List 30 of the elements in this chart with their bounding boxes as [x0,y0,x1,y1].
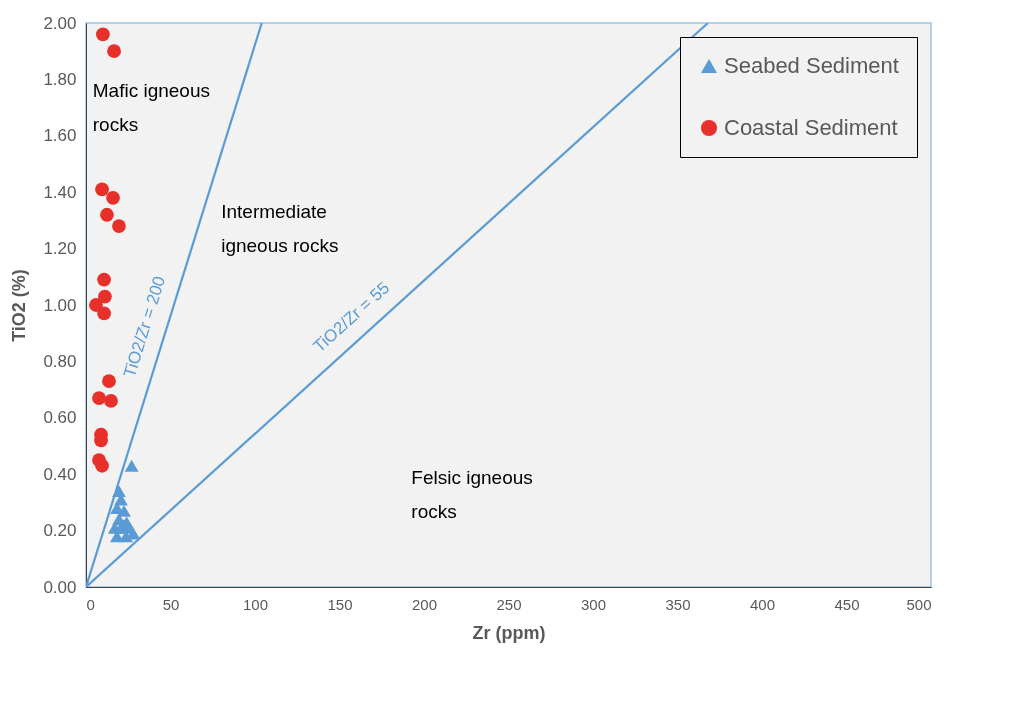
x-tick-label: 400 [749,595,776,613]
y-tick-label: 0.00 [43,577,77,597]
x-tick-label: 150 [327,595,353,613]
legend-label: Coastal Sediment [724,115,898,140]
y-tick-label: 2.00 [43,13,77,33]
x-tick-label: 500 [906,595,932,613]
y-tick-label: 0.20 [43,521,77,541]
x-tick-label: 0 [86,595,95,613]
x-tick-label: 350 [665,595,691,613]
x-tick-label: 100 [242,595,269,613]
annotation: Felsic igneous rocks [411,466,533,522]
annotation: Mafic igneous rocks [92,80,210,136]
text: TiO2/Zr = 200 [119,273,170,380]
y-tick-label: 1.00 [43,295,77,315]
y-tick-label: 1.20 [43,239,77,259]
y-tick-label: 0.80 [43,351,77,371]
y-axis-title: TiO2 (%) [9,269,30,342]
x-tick-label: 450 [834,595,860,613]
y-tick-label: 1.60 [43,126,77,146]
x-axis-title: Zr (ppm) [472,622,546,643]
y-tick-label: 0.40 [43,464,77,484]
legend-label: Seabed Sediment [724,53,899,78]
x-tick-label: 200 [411,595,438,613]
x-tick-label: 300 [580,595,607,613]
y-tick-label: 0.60 [43,408,77,428]
x-tick-label: 50 [162,595,180,613]
y-tick-label: 1.40 [43,182,77,202]
y-tick-label: 1.80 [43,69,77,89]
x-tick-label: 250 [496,595,522,613]
annotation: Intermediate igneous rocks [221,201,339,257]
